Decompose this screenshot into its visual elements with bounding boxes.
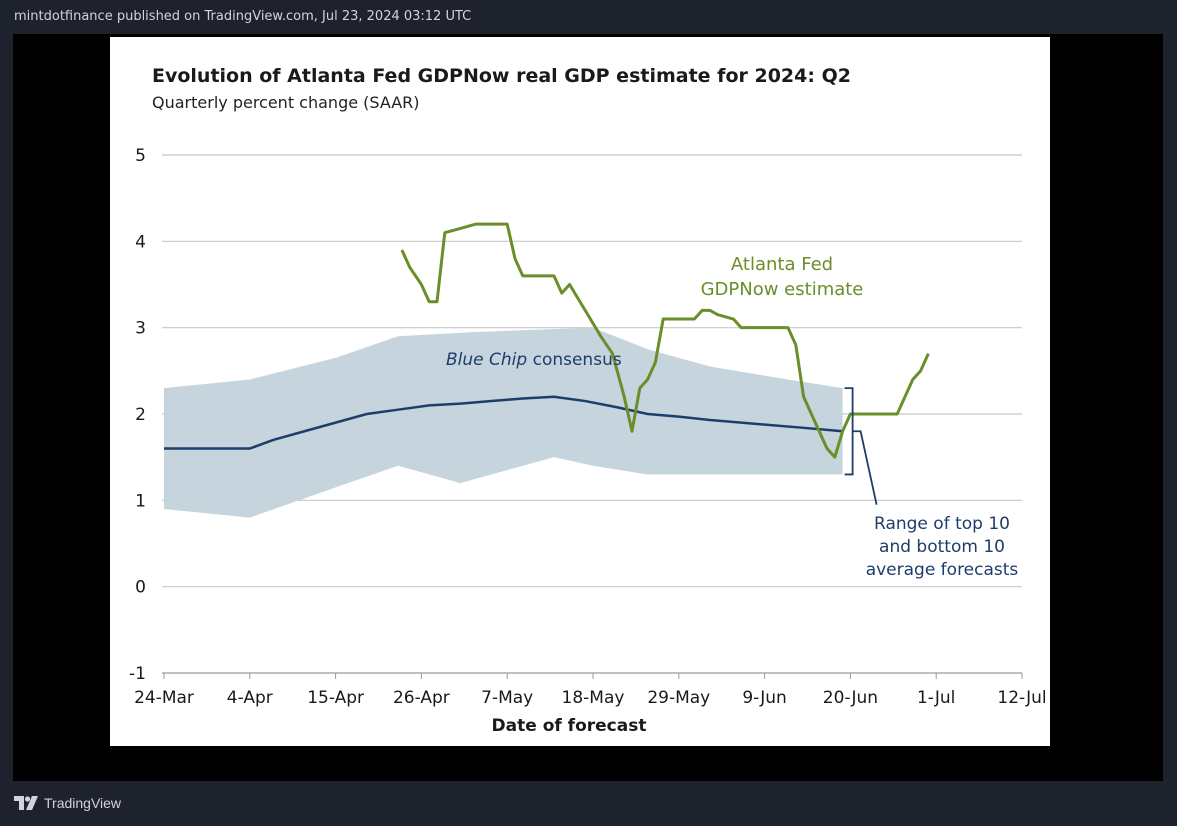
range-label-line: and bottom 10 — [879, 537, 1005, 557]
series-layer — [164, 222, 930, 459]
tradingview-logo-icon[interactable] — [14, 796, 38, 810]
annotation-layer: Atlanta Fed GDPNow estimate Blue Chip cons… — [446, 254, 1018, 580]
publish-info: mintdotfinance published on TradingView.… — [14, 9, 472, 24]
x-tick-label: 26-Apr — [393, 688, 450, 708]
gdpnow-label-line: Atlanta Fed — [731, 254, 833, 275]
range-bracket — [844, 387, 878, 505]
range-label-line: Range of top 10 — [874, 514, 1010, 534]
y-tick-label: 0 — [135, 578, 146, 598]
y-tick-label: -1 — [129, 664, 146, 684]
range-label-line: average forecasts — [866, 560, 1019, 580]
chart-panel: Evolution of Atlanta Fed GDPNow real GDP… — [110, 37, 1050, 746]
y-tick-label: 5 — [135, 146, 146, 166]
footer: TradingView — [14, 795, 121, 811]
gdpnow-label-line: GDPNow estimate — [701, 279, 864, 300]
x-tick-label: 4-Apr — [227, 688, 273, 708]
blue-chip-consensus-line — [164, 395, 843, 450]
x-tick-label: 7-May — [481, 688, 533, 708]
blue-chip-label: Blue Chip consensus — [446, 350, 622, 370]
gdpnow-chart: Evolution of Atlanta Fed GDPNow real GDP… — [129, 65, 1047, 736]
y-tick-label: 3 — [135, 319, 146, 339]
x-tick-label: 9-Jun — [742, 688, 786, 708]
forecast-range-band — [164, 327, 843, 518]
gdpnow-estimate-line — [400, 222, 930, 459]
y-tick-label: 2 — [135, 405, 146, 425]
x-tick-label: 15-Apr — [307, 688, 364, 708]
tradingview-brand[interactable]: TradingView — [44, 795, 122, 811]
x-tick-label: 20-Jun — [823, 688, 878, 708]
range-band-layer — [164, 327, 843, 518]
y-tick-label: 1 — [135, 491, 146, 511]
x-tick-label: 29-May — [647, 688, 710, 708]
x-tick-label: 18-May — [562, 688, 625, 708]
chart-title: Evolution of Atlanta Fed GDPNow real GDP… — [152, 65, 851, 87]
chart-subtitle: Quarterly percent change (SAAR) — [152, 93, 420, 112]
y-tick-label: 4 — [135, 232, 146, 252]
x-tick-label: 12-Jul — [997, 688, 1046, 708]
x-axis-label: Date of forecast — [492, 716, 647, 736]
x-tick-label: 1-Jul — [917, 688, 955, 708]
axis-layer: 5 4 3 2 1 0 -1 24-Mar 4-Apr 15-Apr 26-Apr 7-May 18-M… — [129, 146, 1047, 708]
x-tick-label: 24-Mar — [134, 688, 194, 708]
